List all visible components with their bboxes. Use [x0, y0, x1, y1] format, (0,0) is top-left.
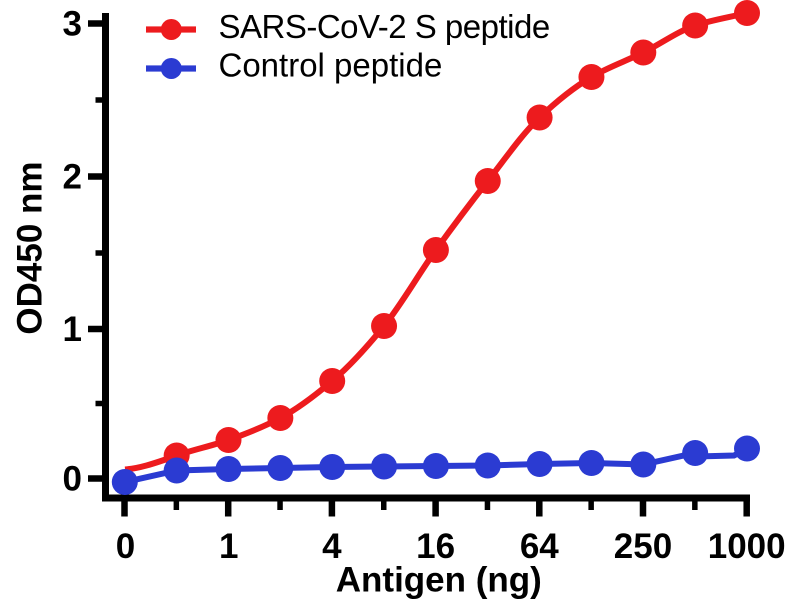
svg-text:Control peptide: Control peptide	[219, 46, 443, 83]
svg-text:64: 64	[520, 527, 559, 566]
svg-text:1: 1	[63, 310, 82, 349]
svg-text:4: 4	[322, 527, 342, 566]
svg-text:250: 250	[614, 527, 672, 566]
svg-text:1: 1	[219, 527, 238, 566]
svg-text:OD450 nm: OD450 nm	[11, 161, 50, 334]
svg-text:2: 2	[63, 158, 82, 197]
svg-text:16: 16	[416, 527, 455, 566]
svg-text:SARS-CoV-2 S peptide: SARS-CoV-2 S peptide	[219, 8, 550, 45]
svg-text:0: 0	[116, 527, 135, 566]
svg-text:Antigen (ng): Antigen (ng)	[336, 560, 542, 599]
svg-text:0: 0	[63, 460, 82, 499]
svg-text:1000: 1000	[708, 527, 786, 566]
svg-text:3: 3	[63, 5, 82, 44]
